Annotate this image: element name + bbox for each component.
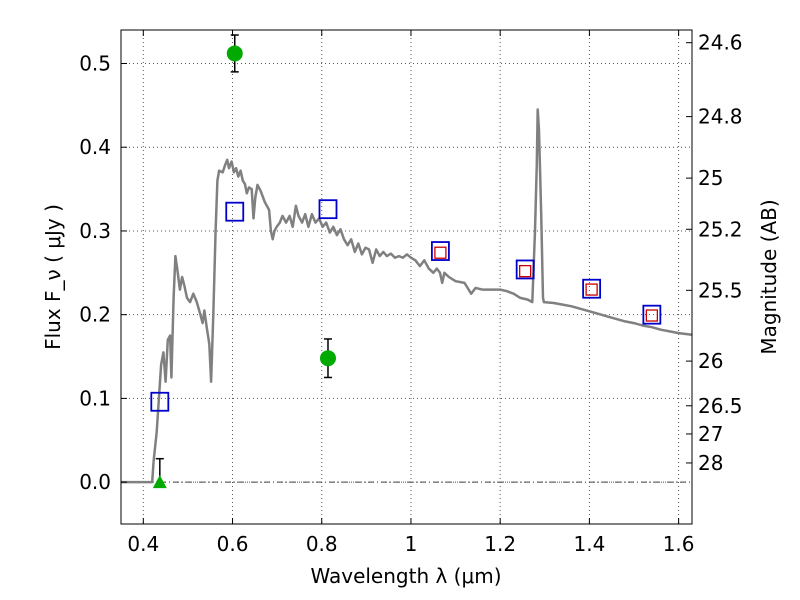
blue-square-marker [515, 259, 535, 280]
y-tick-label: 0.5 [79, 51, 111, 75]
y-tick-label: 0.1 [79, 386, 111, 410]
model-spectrum [121, 108, 693, 484]
red-square-marker [434, 246, 447, 259]
x-tick-label: 1.2 [484, 532, 516, 556]
red-square-marker [585, 283, 598, 296]
y-tick-label: 0.2 [79, 303, 111, 327]
red-square-marker [519, 264, 532, 278]
blue-square-marker [582, 278, 602, 299]
x-tick-label: 1.6 [663, 532, 695, 556]
mag-tick-label: 25.2 [698, 217, 743, 241]
x-tick-label: 0.4 [127, 532, 159, 556]
green-point-marker [319, 350, 336, 367]
mag-tick-label: 26 [698, 349, 723, 373]
x-tick-label: 0.6 [217, 532, 249, 556]
blue-square-marker [150, 391, 170, 412]
y-tick-label: 0.0 [79, 470, 111, 494]
photometry-points [150, 34, 662, 489]
y2-axis-title: Magnitude (AB) [757, 199, 781, 354]
plot-frame [120, 29, 693, 525]
y-tick-label: 0.3 [79, 219, 111, 243]
blue-square-marker [225, 201, 245, 222]
model-spectrum-line [121, 108, 693, 484]
grid-lines [121, 30, 692, 524]
blue-square-marker [431, 241, 450, 261]
axis-ticks [121, 30, 692, 524]
mag-tick-label: 26.5 [698, 394, 743, 418]
x-tick-label: 0.8 [306, 532, 338, 556]
blue-square-marker [318, 199, 338, 220]
mag-tick-label: 27 [698, 422, 723, 446]
y-tick-label: 0.4 [79, 135, 111, 159]
mag-tick-label: 24.8 [698, 105, 743, 129]
x-tick-label: 1.4 [573, 532, 605, 556]
green-point-marker [226, 45, 243, 62]
tick-labels: 0.4 0.6 0.8 1 1.2 1.4 1.6 0.0 0.1 0.2 0.3 0.4 0.5 24.… [79, 31, 742, 556]
red-square-marker [645, 309, 659, 322]
mag-tick-label: 25 [698, 166, 723, 190]
x-axis-title: Wavelength λ (μm) [310, 564, 501, 588]
y-axis-title: Flux F_ν ( μJy ) [41, 204, 65, 350]
mag-tick-label: 24.6 [698, 31, 743, 55]
blue-square-marker [642, 304, 662, 325]
mag-tick-label: 25.5 [698, 278, 743, 302]
x-tick-label: 1 [405, 532, 418, 556]
mag-tick-label: 28 [698, 451, 723, 475]
upper-limit-triangle [152, 475, 167, 489]
